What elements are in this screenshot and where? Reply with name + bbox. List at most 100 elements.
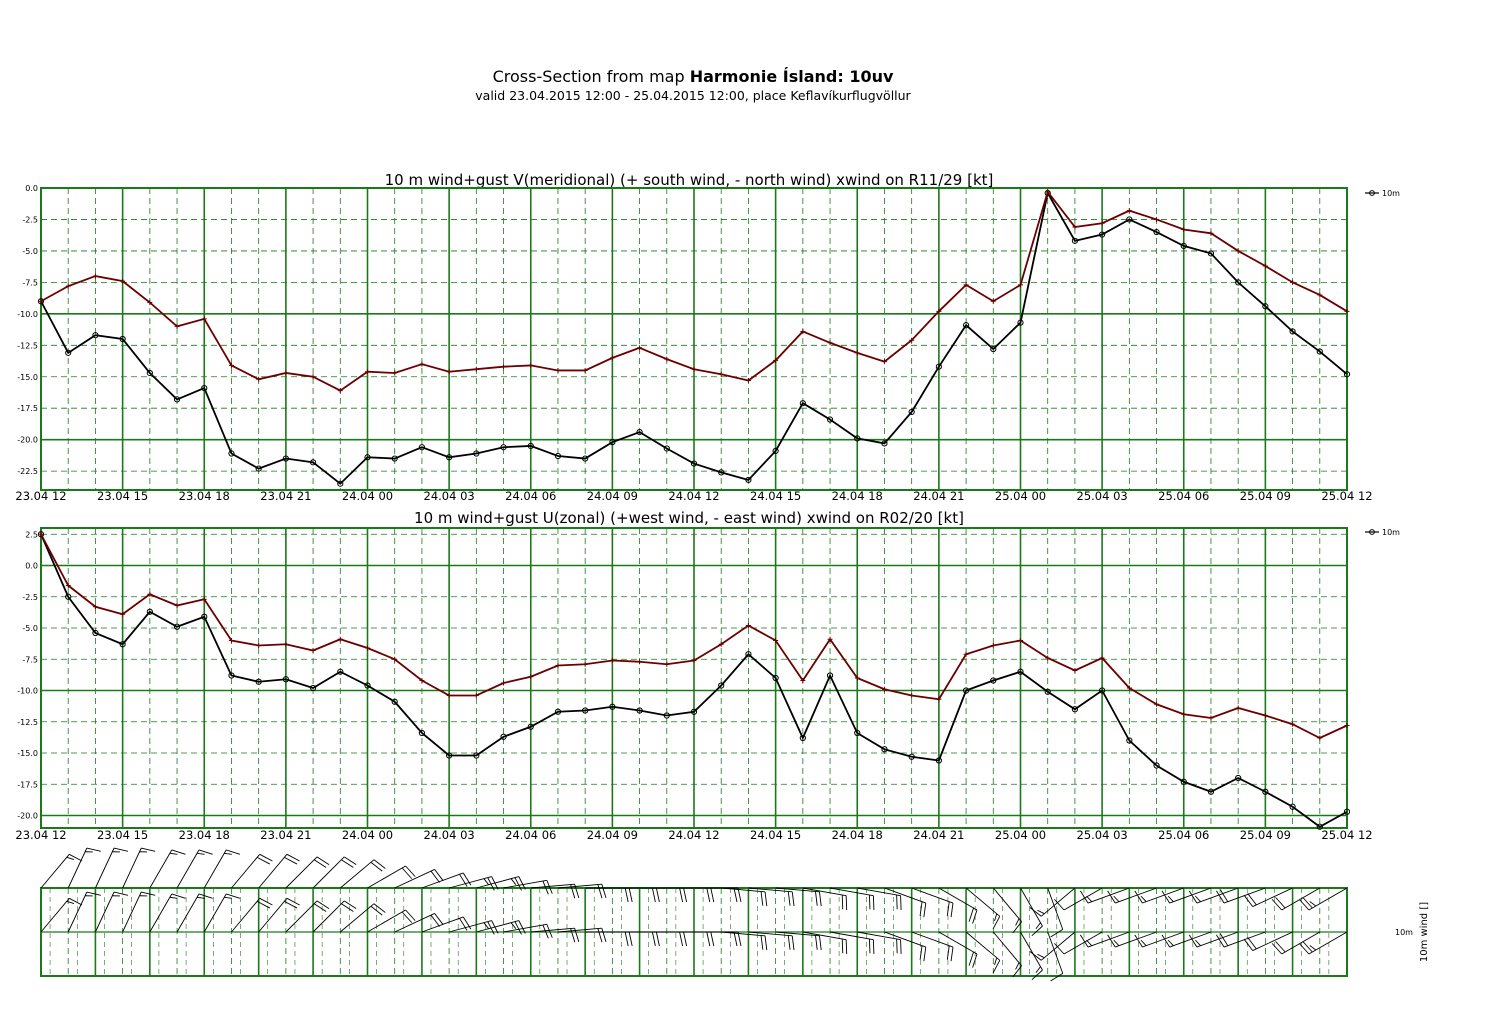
gust-point (881, 686, 887, 692)
wind-barb-feather (1216, 890, 1225, 904)
wind-barb-feather (968, 907, 974, 922)
wind-barb-feather (1035, 966, 1041, 974)
wind-point (1235, 774, 1242, 782)
wind-barb-feather (1086, 895, 1093, 902)
gust-point (446, 369, 452, 375)
wind-barb-staff (67, 847, 88, 889)
wind-point (636, 707, 643, 714)
wind-barb-feather (373, 903, 386, 913)
gust-point (1235, 705, 1241, 711)
x-tick-label: 23.04 15 (97, 828, 148, 842)
wind-barb-staff (122, 847, 142, 889)
wind-barb-feather (760, 891, 764, 906)
gust-point (800, 328, 806, 334)
gust-point (174, 323, 180, 329)
wind-barb-feather (845, 895, 848, 910)
wind-barb-feather (286, 853, 300, 862)
wind-barb-feather (868, 894, 871, 910)
wind-point (228, 450, 235, 457)
gust-point (473, 693, 479, 698)
y-tick-label: -10.0 (17, 687, 38, 696)
wind-barb-staff (721, 931, 766, 937)
wind-point (1207, 788, 1215, 795)
wind-point (935, 757, 942, 764)
wind-barb-feather (872, 895, 875, 910)
wind-point (935, 363, 942, 370)
wind-point (1071, 706, 1079, 713)
wind-point (282, 676, 289, 683)
wind-barb-staff (231, 854, 261, 889)
wind-point (500, 444, 507, 451)
wind-barb-staff (1040, 931, 1076, 961)
wind-barb-feather (546, 880, 553, 894)
wind-point (37, 531, 45, 538)
wind-barb-staff (992, 887, 1022, 922)
wind-barb-staff (176, 849, 200, 889)
wind-point (446, 454, 453, 461)
wind-barb-feather (259, 897, 273, 906)
wind-barb-feather (791, 935, 795, 951)
wind-barb-feather (286, 897, 300, 906)
wind-barb-feather (1271, 943, 1283, 955)
gust-point (1208, 715, 1214, 721)
wind-barb-feather (224, 896, 232, 899)
gust-point (1099, 220, 1105, 226)
wind-point (527, 723, 534, 730)
wind-barb-feather (370, 861, 383, 872)
wind-point (65, 593, 72, 600)
wind-barb-feather (373, 859, 386, 869)
gust-point (1099, 655, 1105, 661)
wind-barb-staff (449, 876, 492, 889)
wind-barb-feather (341, 859, 354, 868)
gust-point (1045, 189, 1051, 195)
x-tick-label: 25.04 12 (1321, 828, 1372, 842)
gust-point (1181, 711, 1187, 717)
wind-barb-feather (542, 880, 549, 895)
wind-barb-feather (1243, 938, 1254, 951)
gust-point (310, 374, 316, 380)
wind-point (1180, 778, 1187, 785)
wind-point (990, 677, 997, 684)
wind-barb-feather (733, 887, 738, 903)
gust-point (1344, 308, 1350, 314)
x-tick-label: 23.04 12 (15, 828, 66, 842)
barb-ylabel: 10m wind [] (1419, 902, 1430, 962)
gust-point (38, 298, 44, 304)
wind-barb-feather (459, 874, 468, 887)
wind-barb-feather (710, 887, 715, 903)
wind-barb-feather (896, 938, 898, 954)
wind-barb-feather (1015, 918, 1020, 926)
wind-point (309, 684, 317, 692)
gust-point (963, 282, 969, 288)
gust-point (637, 345, 643, 351)
wind-barb-feather (1298, 899, 1310, 911)
wind-barb-feather (919, 901, 923, 916)
wind-barb-staff (40, 854, 70, 889)
x-tick-label: 23.04 12 (15, 489, 66, 503)
wind-barb-feather (1113, 939, 1120, 946)
x-tick-label: 25.04 03 (1077, 489, 1128, 503)
gust-point (1290, 279, 1296, 285)
wind-barb-staff (367, 909, 406, 933)
gust-point (718, 641, 724, 647)
y-tick-label: 2.5 (25, 530, 38, 539)
wind-point (1044, 688, 1051, 695)
gust-point (854, 675, 860, 681)
gust-point (337, 388, 343, 394)
x-tick-label: 24.04 18 (832, 828, 883, 842)
wind-barb-feather (401, 867, 413, 879)
wind-barb-feather (86, 891, 101, 896)
wind-barb-feather (972, 953, 978, 968)
wind-point (1180, 242, 1187, 249)
wind-barb-staff (1252, 887, 1293, 908)
wind-barb-feather (313, 859, 327, 868)
gust-point (609, 658, 615, 663)
wind-point (1099, 687, 1106, 694)
wind-point (146, 608, 153, 615)
wind-barb-staff (367, 865, 406, 889)
wind-barb-staff (95, 847, 115, 889)
wind-barb-feather (868, 938, 871, 954)
gust-point (555, 663, 561, 668)
gust-point (1154, 701, 1160, 707)
wind-barb-feather (1113, 895, 1120, 902)
